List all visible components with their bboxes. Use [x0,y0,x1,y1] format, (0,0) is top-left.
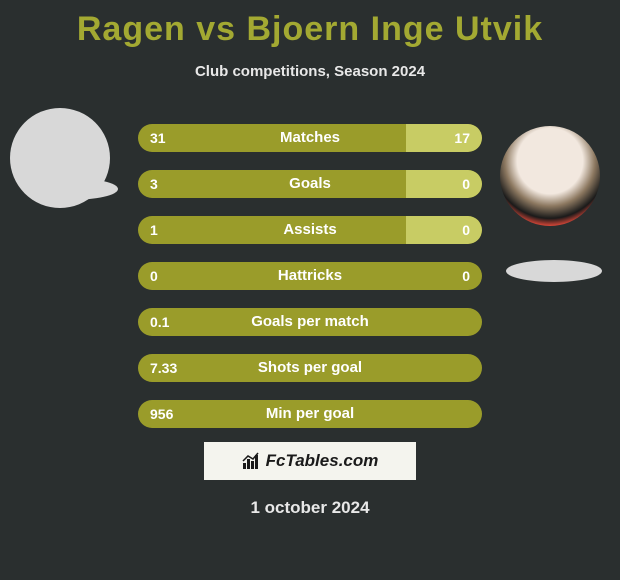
bar-label: Goals [138,170,482,198]
bar-label: Hattricks [138,262,482,290]
stat-bar: 3Goals0 [138,170,482,198]
brand-box: FcTables.com [204,442,416,480]
stat-bar: 956Min per goal [138,400,482,428]
player-right-shadow [506,260,602,282]
brand-text: FcTables.com [266,451,379,471]
player-left-shadow [22,178,118,200]
bar-label: Min per goal [138,400,482,428]
page-title: Ragen vs Bjoern Inge Utvik [0,0,620,49]
player-right-avatar [500,126,600,226]
brand-chart-icon [242,452,262,470]
stat-bar: 0Hattricks0 [138,262,482,290]
stat-bar: 7.33Shots per goal [138,354,482,382]
bar-label: Assists [138,216,482,244]
stat-bar: 1Assists0 [138,216,482,244]
bar-label: Shots per goal [138,354,482,382]
stat-bar: 31Matches17 [138,124,482,152]
stat-bar: 0.1Goals per match [138,308,482,336]
date-label: 1 october 2024 [0,498,620,518]
bar-value-right: 0 [462,262,470,290]
bar-value-right: 0 [462,216,470,244]
bar-value-right: 0 [462,170,470,198]
subtitle: Club competitions, Season 2024 [0,63,620,80]
bar-label: Matches [138,124,482,152]
bar-label: Goals per match [138,308,482,336]
bar-value-right: 17 [454,124,470,152]
stat-bars: 31Matches173Goals01Assists00Hattricks00.… [138,124,482,446]
